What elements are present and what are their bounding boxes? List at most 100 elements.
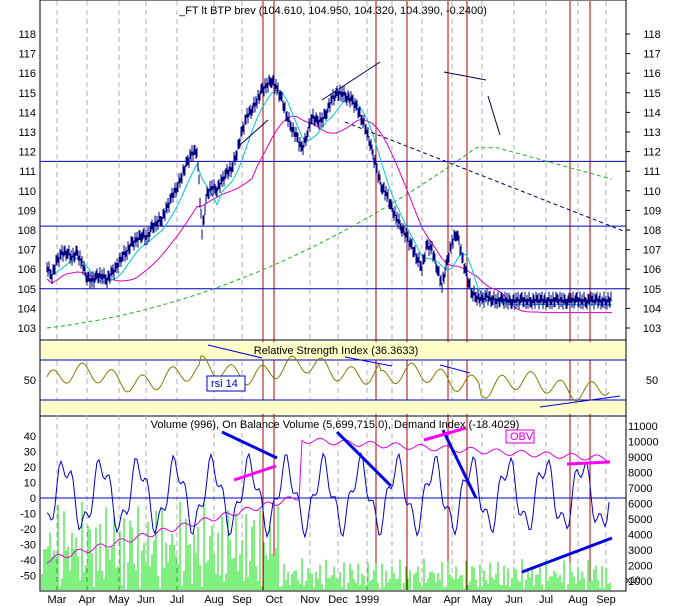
rsi-label-box bbox=[206, 375, 246, 392]
obv-label: OBV bbox=[510, 431, 534, 443]
volume-tick-label: 1000 bbox=[628, 576, 652, 588]
rsi-overbought-band bbox=[41, 342, 625, 360]
demand-trend-line bbox=[521, 536, 613, 574]
slow-moving-average bbox=[46, 115, 612, 314]
plot-frame bbox=[39, 0, 627, 592]
demand-tick-label: -30 bbox=[20, 540, 36, 552]
demand-tick-label: -50 bbox=[20, 571, 36, 583]
y-tick-label-left: 106 bbox=[18, 264, 36, 276]
demand-tick-label: -10 bbox=[20, 509, 36, 521]
obv-trend-line bbox=[566, 460, 611, 466]
volume-tick-label: 9000 bbox=[628, 452, 652, 464]
fast-moving-average bbox=[46, 89, 612, 306]
y-tick-label-left: 111 bbox=[19, 166, 36, 178]
obv-line bbox=[46, 437, 609, 564]
y-tick-label-right: 105 bbox=[643, 284, 661, 296]
y-tick-label-right: 109 bbox=[643, 205, 661, 217]
volume-tick-label: 10000 bbox=[628, 437, 659, 449]
grid bbox=[56, 1, 607, 590]
demand-trend-line bbox=[221, 430, 278, 460]
volume-multiplier: x10 bbox=[626, 575, 641, 585]
x-tick-label: Nov bbox=[300, 594, 320, 606]
trend-line bbox=[443, 71, 487, 81]
x-tick-label: Dec bbox=[328, 594, 348, 606]
volume-tick-label: 3000 bbox=[628, 545, 652, 557]
x-tick-label: Jul bbox=[539, 594, 553, 606]
x-tick-label: 1999 bbox=[355, 594, 379, 606]
x-tick-label: May bbox=[109, 594, 130, 606]
long-moving-average bbox=[46, 147, 613, 329]
y-tick-label-right: 104 bbox=[643, 303, 661, 315]
demand-tick-label: 40 bbox=[24, 431, 36, 443]
price-panel bbox=[40, 61, 627, 329]
demand-tick-label: 30 bbox=[24, 447, 36, 459]
trend-line bbox=[487, 95, 501, 136]
y-tick-label-right: 110 bbox=[643, 186, 661, 198]
rsi-line bbox=[46, 355, 610, 402]
trend-line bbox=[321, 61, 381, 101]
demand-tick-label: -40 bbox=[20, 555, 36, 567]
y-tick-label-left: 107 bbox=[18, 245, 36, 257]
demand-trend-line bbox=[335, 430, 393, 488]
rsi-trend-line bbox=[344, 356, 393, 367]
rsi-trend-line bbox=[439, 364, 471, 374]
rsi-label: rsi 14 bbox=[211, 378, 238, 390]
y-tick-label-right: 113 bbox=[643, 127, 661, 139]
y-tick-label-left: 114 bbox=[18, 107, 36, 119]
rsi-tick-left: 50 bbox=[24, 375, 36, 387]
volume-tick-label: 5000 bbox=[628, 514, 652, 526]
x-tick-label: May bbox=[472, 594, 493, 606]
y-tick-label-right: 116 bbox=[643, 68, 661, 80]
x-tick-label: Apr bbox=[443, 594, 460, 606]
demand-tick-label: 10 bbox=[24, 478, 36, 490]
x-tick-label: Aug bbox=[568, 594, 588, 606]
x-tick-label: Sep bbox=[596, 594, 616, 606]
x-tick-label: Jul bbox=[170, 594, 184, 606]
y-tick-label-right: 112 bbox=[643, 147, 661, 159]
y-tick-label-right: 115 bbox=[643, 88, 661, 100]
y-tick-label-left: 105 bbox=[18, 284, 36, 296]
volume-tick-label: 11000 bbox=[628, 421, 658, 433]
y-tick-label-right: 114 bbox=[643, 107, 661, 119]
y-tick-label-left: 109 bbox=[18, 205, 36, 217]
y-tick-label-right: 111 bbox=[644, 166, 661, 178]
price-chart-title: _FT lt BTP brev (104.610, 104.950, 104.3… bbox=[178, 5, 487, 17]
rsi-trend-line bbox=[539, 395, 621, 408]
y-tick-label-left: 104 bbox=[18, 303, 36, 315]
rsi-trend-line bbox=[207, 344, 263, 359]
volume-tick-label: 6000 bbox=[628, 499, 652, 511]
y-tick-label-left: 117 bbox=[18, 49, 36, 61]
x-tick-label: Jun bbox=[137, 594, 155, 606]
obv-trend-line bbox=[233, 464, 277, 482]
y-tick-label-left: 115 bbox=[18, 88, 36, 100]
x-tick-label: Mar bbox=[48, 594, 67, 606]
volume-tick-label: 4000 bbox=[628, 530, 652, 542]
y-tick-label-right: 118 bbox=[643, 29, 661, 41]
volume-panel bbox=[40, 426, 626, 590]
volume-tick-label: 8000 bbox=[628, 468, 652, 480]
x-tick-label: Oct bbox=[265, 594, 282, 606]
y-tick-label-left: 118 bbox=[18, 29, 36, 41]
volume-title: Volume (996), On Balance Volume (5,699,7… bbox=[151, 419, 520, 431]
demand-trend-line bbox=[441, 429, 478, 499]
y-tick-label-right: 117 bbox=[643, 49, 661, 61]
demand-tick-label: 20 bbox=[24, 462, 36, 474]
demand-tick-label: -20 bbox=[20, 524, 36, 536]
x-tick-label: Aug bbox=[204, 594, 224, 606]
volume-tick-label: 2000 bbox=[628, 561, 652, 573]
y-tick-label-left: 112 bbox=[18, 147, 36, 159]
y-tick-label-right: 107 bbox=[643, 245, 661, 257]
y-tick-label-right: 108 bbox=[643, 225, 661, 237]
obv-label-box bbox=[505, 429, 535, 444]
y-tick-label-left: 103 bbox=[18, 323, 36, 335]
rsi-panel bbox=[40, 342, 626, 414]
x-tick-label: Apr bbox=[78, 594, 95, 606]
demand-tick-label: 0 bbox=[30, 493, 36, 505]
volume-tick-label: 7000 bbox=[628, 483, 652, 495]
obv-trend-line bbox=[423, 426, 467, 442]
trend-line bbox=[239, 119, 269, 146]
y-tick-label-right: 106 bbox=[643, 264, 661, 276]
y-tick-label-left: 113 bbox=[18, 127, 36, 139]
demand-index-line bbox=[46, 451, 610, 539]
